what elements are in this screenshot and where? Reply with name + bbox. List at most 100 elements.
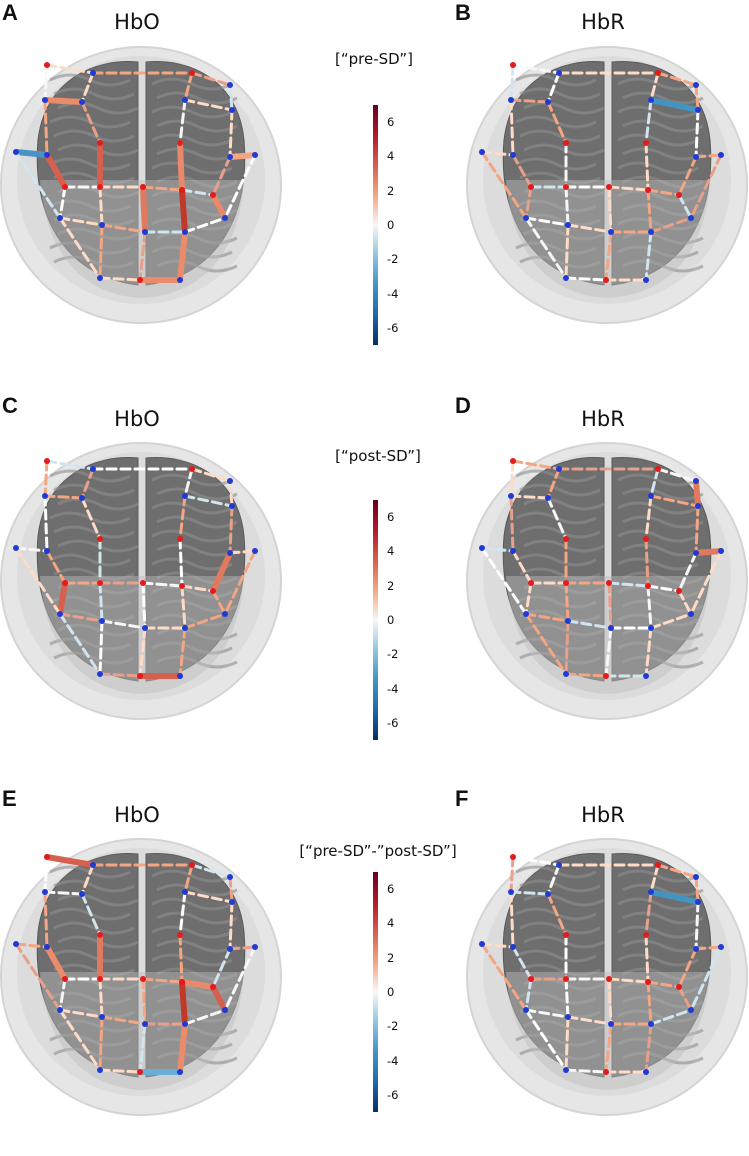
channel-connection: [138, 230, 147, 282]
detector-optode: [479, 545, 485, 551]
gyrus-texture: [57, 539, 139, 553]
source-optode: [528, 184, 534, 190]
detector-optode: [648, 97, 654, 103]
gyrus-texture: [49, 157, 131, 171]
panel-title-d: HbR: [581, 407, 625, 431]
channel-connection: [648, 97, 701, 113]
gyrus-texture: [617, 529, 699, 543]
channel-connection: [80, 71, 95, 104]
source-optode: [97, 140, 103, 146]
gyrus-texture: [156, 939, 238, 953]
condition-label-pre-sd: [“pre-SD”]: [335, 50, 413, 68]
channel-connection: [227, 152, 258, 160]
gyrus-texture: [617, 925, 699, 939]
colorbar-tick-label: 4: [387, 544, 395, 559]
channel-connection: [183, 467, 194, 498]
colorbar-tick-label: 2: [387, 183, 395, 198]
gyrus-texture: [515, 241, 597, 255]
source-optode: [177, 140, 183, 146]
source-optode: [655, 862, 661, 868]
channel-connection: [509, 890, 550, 896]
detector-optode: [510, 152, 516, 158]
panel-letter-d: D: [455, 393, 471, 418]
channel-connection: [178, 494, 187, 541]
source-optode: [44, 854, 50, 860]
channel-connection: [566, 223, 613, 234]
channel-connection: [511, 855, 561, 867]
channel-connection: [141, 977, 184, 984]
source-optode: [510, 458, 516, 464]
gyrus-texture: [622, 571, 704, 585]
detector-optode: [44, 152, 50, 158]
channel-connection: [141, 581, 147, 630]
channel-connection: [644, 230, 653, 282]
source-optode: [210, 984, 216, 990]
detector-optode: [44, 944, 50, 950]
channel-connection: [228, 108, 234, 159]
source-optode: [563, 140, 569, 146]
channel-connection: [210, 550, 233, 594]
source-optode: [179, 187, 185, 193]
channel-connection: [644, 890, 653, 937]
channel-connection: [607, 581, 613, 630]
channel-connection: [646, 980, 681, 989]
detector-optode: [182, 229, 188, 235]
detector-optode: [693, 550, 699, 556]
gyrus-texture: [156, 1023, 238, 1037]
channel-connection: [178, 98, 187, 145]
channel-connection: [604, 230, 613, 282]
channel-connection: [524, 612, 570, 623]
channel-connection: [649, 1008, 693, 1026]
detector-optode: [648, 493, 654, 499]
channel-connection: [564, 672, 608, 678]
channel-connection: [509, 494, 550, 500]
channel-connection: [649, 467, 660, 498]
channel-connection: [644, 933, 650, 984]
detector-optode: [556, 466, 562, 472]
source-optode: [140, 580, 146, 586]
detector-optode: [97, 275, 103, 281]
detector-optode: [688, 611, 694, 617]
brain-topography-hbo-pre-sd: [0, 46, 282, 324]
gyrus-texture: [53, 171, 135, 185]
gyrus-texture: [156, 571, 238, 585]
channel-connection: [58, 216, 102, 280]
channel-connection: [546, 71, 561, 104]
channel-connection: [511, 153, 533, 189]
channel-connection: [177, 140, 185, 193]
channel-connection: [480, 150, 528, 220]
gyrus-texture: [622, 655, 704, 669]
gyrus-texture: [523, 497, 605, 511]
source-optode: [563, 580, 569, 586]
channel-connection: [178, 537, 184, 588]
gyrus-texture: [53, 567, 135, 581]
channel-connection: [694, 153, 723, 159]
channel-connection: [564, 581, 570, 623]
detector-optode: [57, 611, 63, 617]
channel-connection: [604, 626, 613, 678]
channel-connection: [183, 494, 234, 508]
gyrus-texture: [156, 599, 238, 613]
channel-connection: [649, 71, 660, 102]
channel-connection: [656, 71, 698, 87]
channel-connection: [57, 580, 68, 617]
detector-optode: [718, 152, 724, 158]
detector-optode: [227, 154, 233, 160]
detector-optode: [177, 673, 183, 679]
channel-connection: [45, 459, 95, 471]
channel-connection: [141, 185, 184, 192]
source-optode: [44, 458, 50, 464]
gyrus-texture: [622, 967, 704, 981]
detector-optode: [508, 493, 514, 499]
detector-optode: [182, 889, 188, 895]
gyrus-texture: [156, 967, 238, 981]
detector-optode: [182, 493, 188, 499]
detector-optode: [545, 99, 551, 105]
channel-connection: [509, 855, 515, 894]
channel-connection: [689, 549, 723, 616]
source-optode: [210, 588, 216, 594]
source-optode: [97, 184, 103, 190]
detector-optode: [79, 495, 85, 501]
channel-connection: [564, 1015, 570, 1072]
channel-connection: [509, 494, 515, 553]
